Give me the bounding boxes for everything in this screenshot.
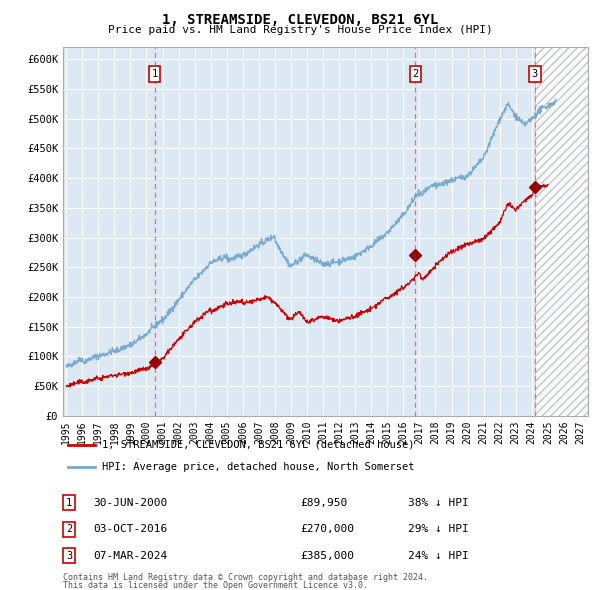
- Text: 1: 1: [66, 498, 72, 507]
- Text: £270,000: £270,000: [300, 525, 354, 534]
- Text: 3: 3: [532, 69, 538, 79]
- Text: 1, STREAMSIDE, CLEVEDON, BS21 6YL (detached house): 1, STREAMSIDE, CLEVEDON, BS21 6YL (detac…: [103, 440, 415, 450]
- Text: Price paid vs. HM Land Registry's House Price Index (HPI): Price paid vs. HM Land Registry's House …: [107, 25, 493, 35]
- Text: 1: 1: [151, 69, 158, 79]
- Text: 38% ↓ HPI: 38% ↓ HPI: [408, 498, 469, 507]
- Text: 03-OCT-2016: 03-OCT-2016: [93, 525, 167, 534]
- Text: 30-JUN-2000: 30-JUN-2000: [93, 498, 167, 507]
- Text: HPI: Average price, detached house, North Somerset: HPI: Average price, detached house, Nort…: [103, 462, 415, 472]
- Text: £89,950: £89,950: [300, 498, 347, 507]
- Text: Contains HM Land Registry data © Crown copyright and database right 2024.: Contains HM Land Registry data © Crown c…: [63, 572, 428, 582]
- Text: 29% ↓ HPI: 29% ↓ HPI: [408, 525, 469, 534]
- Bar: [535, 47, 588, 416]
- Text: 1, STREAMSIDE, CLEVEDON, BS21 6YL: 1, STREAMSIDE, CLEVEDON, BS21 6YL: [162, 13, 438, 27]
- Text: 2: 2: [66, 525, 72, 534]
- Text: £385,000: £385,000: [300, 551, 354, 560]
- Text: This data is licensed under the Open Government Licence v3.0.: This data is licensed under the Open Gov…: [63, 581, 368, 590]
- Text: 3: 3: [66, 551, 72, 560]
- Text: 07-MAR-2024: 07-MAR-2024: [93, 551, 167, 560]
- Text: 24% ↓ HPI: 24% ↓ HPI: [408, 551, 469, 560]
- Text: 2: 2: [412, 69, 419, 79]
